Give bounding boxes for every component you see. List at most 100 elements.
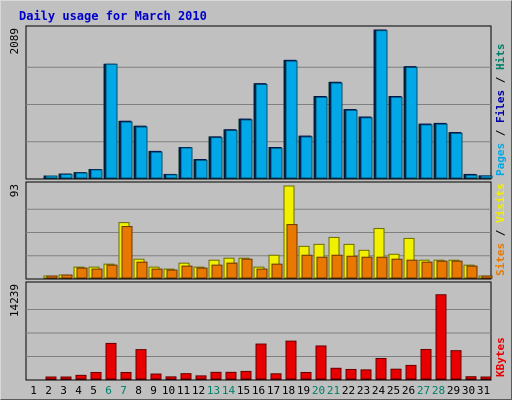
bar-sites-day-3 bbox=[61, 274, 73, 279]
bar-sites-day-11 bbox=[181, 265, 193, 279]
bar-sites-day-29 bbox=[451, 260, 463, 279]
x-tick-label: 28 bbox=[432, 384, 445, 397]
bar-sites-day-31 bbox=[481, 275, 493, 279]
chart-panels: 2089 Pages / Files / Hits 93 Sites / Visits… bbox=[8, 25, 507, 381]
bar-sites-day-27 bbox=[421, 261, 433, 279]
series-sites bbox=[46, 224, 493, 279]
bar-kbytes-day-12 bbox=[195, 375, 207, 380]
bar-sites-day-16 bbox=[256, 268, 268, 279]
bar-pages-day-3 bbox=[60, 173, 73, 179]
x-tick-label: 15 bbox=[237, 384, 250, 397]
bar-kbytes-day-30 bbox=[465, 376, 477, 380]
bar-kbytes-day-29 bbox=[450, 350, 462, 380]
bar-sites-day-4 bbox=[76, 267, 88, 279]
legend-part: Sites bbox=[494, 243, 507, 276]
x-tick-label: 10 bbox=[162, 384, 175, 397]
bar-sites-day-6 bbox=[106, 264, 118, 279]
bar-kbytes-day-8 bbox=[135, 349, 147, 380]
x-tick-label: 6 bbox=[105, 384, 112, 397]
axis-legend-top: Pages / Files / Hits bbox=[494, 44, 507, 177]
bar-pages-day-10 bbox=[165, 174, 178, 179]
bar-pages-day-5 bbox=[90, 169, 103, 179]
bar-kbytes-day-28 bbox=[435, 294, 447, 380]
bar-kbytes-day-18 bbox=[285, 340, 297, 380]
legend-part: Pages bbox=[494, 143, 507, 176]
bar-pages-day-12 bbox=[195, 159, 208, 179]
bar-kbytes-day-20 bbox=[315, 345, 327, 380]
panel-middle: 93 Sites / Visits bbox=[8, 181, 507, 280]
x-tick-label: 16 bbox=[252, 384, 265, 397]
bar-sites-day-14 bbox=[226, 262, 238, 279]
x-axis-day-labels: 1 2 3 4 5 6 7 8 9 10 11 12 13 14 15 16 17 18 19 20 21 22 23 24 2… bbox=[30, 384, 490, 397]
bar-pages-day-8 bbox=[135, 126, 148, 179]
bar-sites-day-7 bbox=[121, 226, 133, 279]
x-tick-label: 23 bbox=[357, 384, 370, 397]
bar-pages-day-29 bbox=[450, 132, 463, 179]
x-tick-label: 4 bbox=[75, 384, 82, 397]
bar-pages-day-11 bbox=[180, 147, 193, 179]
bar-pages-day-22 bbox=[345, 109, 358, 179]
bar-pages-day-26 bbox=[405, 66, 418, 179]
x-tick-label: 8 bbox=[135, 384, 142, 397]
bar-kbytes-day-9 bbox=[150, 373, 162, 380]
bar-pages-day-31 bbox=[480, 175, 493, 179]
x-tick-label: 2 bbox=[45, 384, 52, 397]
legend-part: Files bbox=[494, 90, 507, 123]
legend-part: Visits bbox=[494, 183, 507, 223]
bar-sites-day-2 bbox=[46, 275, 58, 279]
y-max-label: 93 bbox=[8, 184, 21, 197]
axis-legend-bottom: KBytes bbox=[494, 337, 507, 377]
bar-kbytes-day-24 bbox=[375, 357, 387, 380]
bar-kbytes-day-26 bbox=[405, 364, 417, 380]
bar-pages-day-28 bbox=[435, 123, 448, 179]
bar-kbytes-day-3 bbox=[60, 376, 72, 380]
x-tick-label: 18 bbox=[282, 384, 295, 397]
x-tick-label: 9 bbox=[150, 384, 157, 397]
x-tick-label: 22 bbox=[342, 384, 355, 397]
chart-title: Daily usage for March 2010 bbox=[19, 9, 207, 23]
legend-part: / bbox=[494, 70, 507, 90]
x-tick-label: 14 bbox=[222, 384, 236, 397]
bar-pages-day-21 bbox=[330, 82, 343, 179]
bar-kbytes-day-2 bbox=[45, 376, 57, 380]
bar-pages-day-17 bbox=[270, 147, 283, 179]
bar-sites-day-26 bbox=[406, 259, 418, 279]
bar-sites-day-13 bbox=[211, 264, 223, 279]
bar-kbytes-day-7 bbox=[120, 371, 132, 380]
bar-pages-day-4 bbox=[75, 172, 88, 179]
bar-sites-day-23 bbox=[361, 256, 373, 279]
bar-sites-day-20 bbox=[316, 256, 328, 279]
bar-kbytes-day-27 bbox=[420, 348, 432, 380]
x-tick-label: 3 bbox=[60, 384, 67, 397]
axis-legend-middle: Sites / Visits bbox=[494, 183, 507, 276]
x-tick-label: 7 bbox=[120, 384, 127, 397]
bar-pages-day-6 bbox=[105, 63, 118, 179]
bar-sites-day-8 bbox=[136, 261, 148, 279]
bar-kbytes-day-14 bbox=[225, 371, 237, 380]
x-tick-label: 25 bbox=[387, 384, 400, 397]
bar-sites-day-30 bbox=[466, 265, 478, 279]
bar-sites-day-28 bbox=[436, 260, 448, 279]
bar-kbytes-day-16 bbox=[255, 343, 267, 380]
x-tick-label: 29 bbox=[447, 384, 460, 397]
bar-pages-day-13 bbox=[210, 137, 223, 179]
bar-kbytes-day-23 bbox=[360, 369, 372, 380]
panel-top: 2089 Pages / Files / Hits bbox=[8, 25, 507, 180]
x-tick-label: 5 bbox=[90, 384, 97, 397]
bar-kbytes-day-13 bbox=[210, 371, 222, 380]
bar-pages-day-27 bbox=[420, 124, 433, 179]
series-kbytes bbox=[45, 294, 492, 380]
x-tick-label: 19 bbox=[297, 384, 310, 397]
x-tick-label: 12 bbox=[192, 384, 205, 397]
bar-sites-day-10 bbox=[166, 269, 178, 279]
x-tick-label: 27 bbox=[417, 384, 430, 397]
bar-kbytes-day-10 bbox=[165, 376, 177, 380]
bar-pages-day-24 bbox=[375, 30, 388, 179]
bar-pages-day-9 bbox=[150, 151, 163, 179]
x-tick-label: 30 bbox=[462, 384, 475, 397]
bar-kbytes-day-19 bbox=[300, 371, 312, 380]
bar-pages-day-2 bbox=[45, 175, 58, 179]
x-tick-label: 20 bbox=[312, 384, 325, 397]
